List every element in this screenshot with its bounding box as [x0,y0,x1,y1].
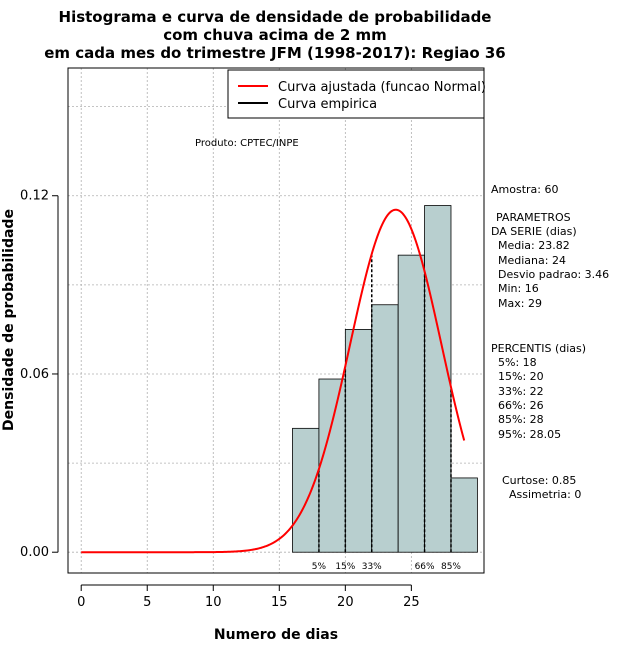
stat-min: Min: 16 [498,282,539,295]
stat-p33: 33%: 22 [498,385,544,398]
histogram-bar [450,477,478,553]
percentile-label: 66% [415,562,435,572]
x-tick-label: 15 [271,595,288,610]
legend: Curva ajustada (funcao Normal) Curva emp… [227,69,486,119]
stat-desvio: Desvio padrao: 3.46 [498,268,609,281]
chart-title-line-3: em cada mes do trimestre JFM (1998-2017)… [44,44,506,62]
stat-percentis-title: PERCENTIS (dias) [491,342,586,355]
histogram-bar [371,304,399,553]
stat-p95: 95%: 28.05 [498,428,561,441]
y-axis: 0.00 0.06 0.12 [20,189,59,560]
x-tick-label: 10 [205,595,222,610]
plot-frame [67,67,485,574]
histogram-bar [318,378,346,553]
percentile-label: 33% [362,562,382,572]
x-tick-label: 5 [143,595,151,610]
x-axis-label: Numero de dias [214,627,338,643]
stat-media: Media: 23.82 [498,239,570,252]
histogram-bar [292,427,320,553]
y-tick-label: 0.06 [20,367,49,382]
stat-parametros-title-1: PARAMETROS [496,211,571,224]
histogram-bar [424,205,452,553]
normal-curve-line [81,208,466,554]
stat-p66: 66%: 26 [498,399,544,412]
percentile-label: 5% [312,562,327,572]
produto-annotation: Produto: CPTEC/INPE [195,138,299,149]
percentile-lines [318,253,452,553]
stat-curtose: Curtose: 0.85 [502,474,576,487]
stat-assimetria: Assimetria: 0 [509,488,581,501]
stat-amostra: Amostra: 60 [491,183,558,196]
percentile-label: 85% [441,562,461,572]
stats-panel: Amostra: 60 PARAMETROS DA SERIE (dias) M… [491,183,609,501]
stat-parametros-title-2: DA SERIE (dias) [491,225,577,238]
x-tick-label: 25 [403,595,420,610]
stat-p15: 15%: 20 [498,370,544,383]
stat-mediana: Mediana: 24 [498,254,566,267]
legend-box [227,69,485,119]
stat-p85: 85%: 28 [498,413,544,426]
x-axis: 0 5 10 15 20 25 [77,584,420,610]
percentile-label: 15% [335,562,355,572]
legend-label-fitted: Curva ajustada (funcao Normal) [278,80,486,95]
y-axis-label: Densidade de probabilidade [1,209,17,431]
histogram-bar [344,329,373,553]
stat-p5: 5%: 18 [498,356,537,369]
x-tick-label: 0 [77,595,85,610]
y-tick-label: 0.12 [20,189,49,204]
y-tick-label: 0.00 [20,545,49,560]
histogram-bars [292,205,478,553]
x-tick-label: 20 [337,595,354,610]
percentile-labels: 5% 15% 33% 66% 85% [312,562,462,572]
stat-max: Max: 29 [498,297,542,310]
histogram-bar [397,254,425,553]
chart-title-line-1: Histograma e curva de densidade de proba… [59,8,492,26]
chart-title-line-2: com chuva acima de 2 mm [163,26,387,44]
legend-label-empirical: Curva empirica [278,97,377,112]
